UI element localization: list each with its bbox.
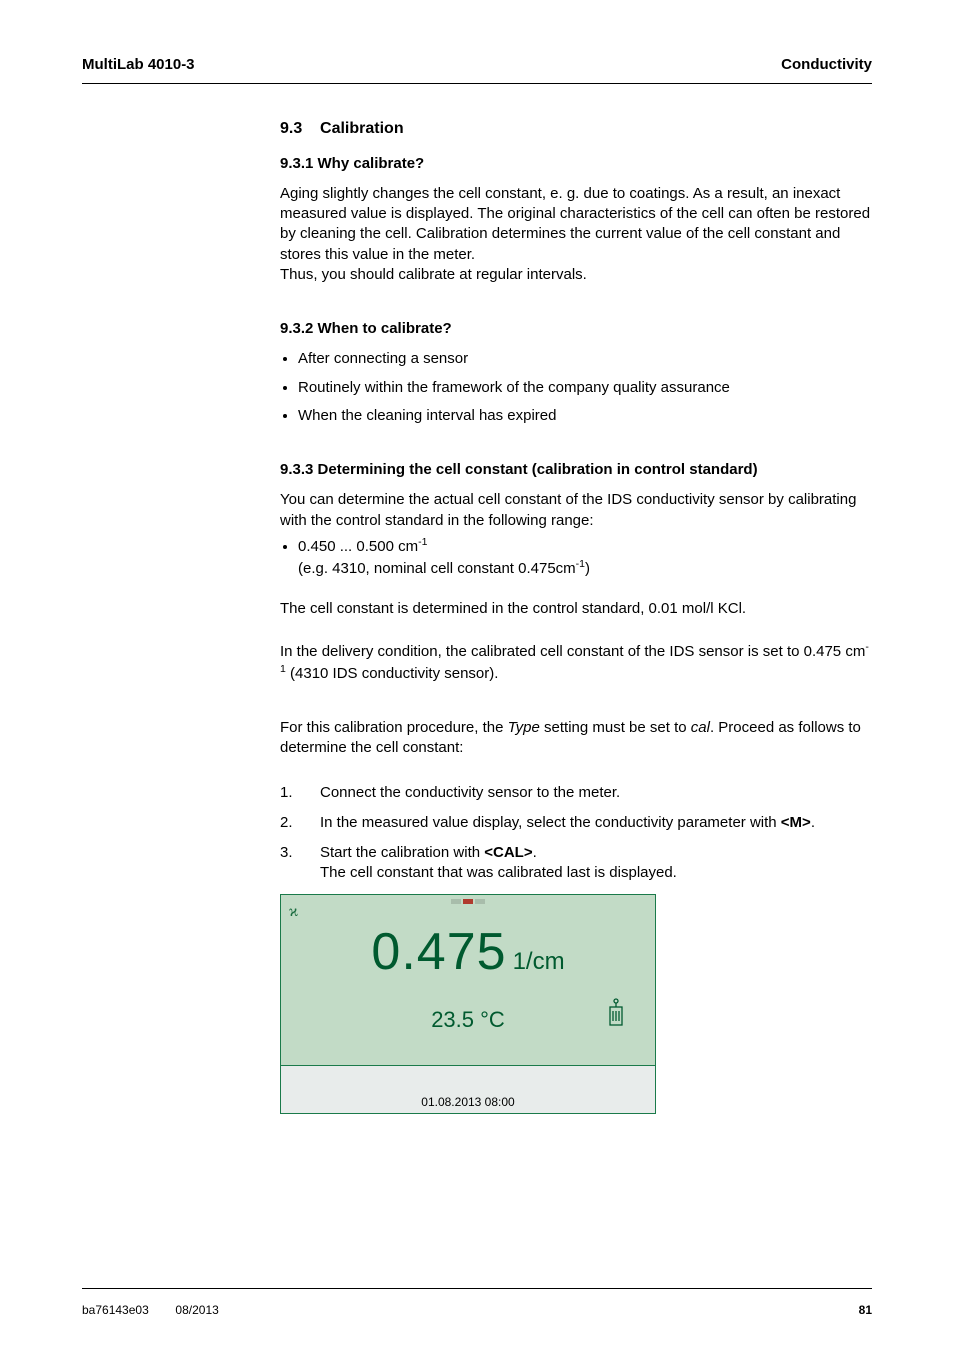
step-3: 3. Start the calibration with <CAL>. The… <box>280 843 872 884</box>
step-1: 1. Connect the conductivity sensor to th… <box>280 783 872 803</box>
p-type-cal: For this calibration procedure, the Type… <box>280 718 872 759</box>
subsection-933-heading: 9.3.3 Determining the cell constant (cal… <box>280 460 872 480</box>
page-footer: ba76143e03 08/2013 81 <box>82 1303 872 1317</box>
header-left: MultiLab 4010-3 <box>82 56 195 73</box>
list-item: After connecting a sensor <box>298 349 872 369</box>
txt: In the delivery condition, the calibrate… <box>280 643 865 660</box>
p-delivery: In the delivery condition, the calibrate… <box>280 640 872 685</box>
subsection-931-heading: 9.3.1 Why calibrate? <box>280 154 872 174</box>
txt: . <box>533 844 537 861</box>
key-cal: <CAL> <box>484 844 532 861</box>
device-display: ϰ 0.475 1/cm 23.5 °C <box>280 894 656 1114</box>
step-number: 3. <box>280 843 320 884</box>
device-status-bar: 01.08.2013 08:00 <box>280 1066 656 1114</box>
subsection-932-heading: 9.3.2 When to calibrate? <box>280 319 872 339</box>
when-calibrate-list: After connecting a sensor Routinely with… <box>280 349 872 426</box>
italic-type: Type <box>508 719 540 736</box>
txt: . <box>811 814 815 831</box>
device-timestamp: 01.08.2013 08:00 <box>421 1095 514 1109</box>
temperature-value: 23.5 °C <box>431 1007 505 1032</box>
step-text: Connect the conductivity sensor to the m… <box>320 783 620 803</box>
signal-indicator-icon <box>451 899 485 904</box>
section-title: Calibration <box>320 120 404 137</box>
range-list: 0.450 ... 0.500 cm-1 (e.g. 4310, nominal… <box>280 535 872 580</box>
section-number: 9.3 <box>280 120 302 137</box>
device-screen: ϰ 0.475 1/cm 23.5 °C <box>280 894 656 1066</box>
kappa-symbol: ϰ <box>289 901 298 923</box>
procedure-steps: 1. Connect the conductivity sensor to th… <box>280 783 872 884</box>
txt: (4310 IDS conductivity sensor). <box>286 665 499 682</box>
italic-cal: cal <box>691 719 710 736</box>
cell-constant-value: 0.475 1/cm <box>291 917 645 987</box>
section-heading: 9.3 Calibration <box>280 118 872 140</box>
range-value: 0.450 ... 0.500 cm <box>298 538 418 555</box>
doc-id: ba76143e03 <box>82 1303 149 1317</box>
list-item: When the cleaning interval has expired <box>298 406 872 426</box>
step-text: In the measured value display, select th… <box>320 813 815 833</box>
sup: -1 <box>418 536 427 548</box>
step-number: 2. <box>280 813 320 833</box>
value-number: 0.475 <box>371 923 506 981</box>
content-body: 9.3 Calibration 9.3.1 Why calibrate? Agi… <box>280 118 872 1114</box>
header-rule <box>82 83 872 84</box>
doc-date: 08/2013 <box>175 1303 218 1317</box>
txt: For this calibration procedure, the <box>280 719 508 736</box>
txt: Start the calibration with <box>320 844 484 861</box>
sensor-icon <box>605 997 627 1037</box>
temperature-row: 23.5 °C <box>291 1005 645 1035</box>
footer-rule <box>82 1288 872 1289</box>
range-item: 0.450 ... 0.500 cm-1 (e.g. 4310, nominal… <box>298 535 872 580</box>
key-m: <M> <box>781 814 811 831</box>
p-control-standard: The cell constant is determined in the c… <box>280 599 872 619</box>
header-right: Conductivity <box>781 56 872 73</box>
value-unit: 1/cm <box>513 948 565 975</box>
step-2: 2. In the measured value display, select… <box>280 813 872 833</box>
footer-left: ba76143e03 08/2013 <box>82 1303 219 1317</box>
txt: The cell constant that was calibrated la… <box>320 864 677 881</box>
step-text: Start the calibration with <CAL>. The ce… <box>320 843 677 884</box>
range-example-a: (e.g. 4310, nominal cell constant 0.475c… <box>298 560 576 577</box>
step-number: 1. <box>280 783 320 803</box>
list-item: Routinely within the framework of the co… <box>298 378 872 398</box>
range-example-b: ) <box>585 560 590 577</box>
subsection-931-text: Aging slightly changes the cell constant… <box>280 184 872 285</box>
sup: -1 <box>576 558 585 570</box>
txt: In the measured value display, select th… <box>320 814 781 831</box>
p-intro: You can determine the actual cell consta… <box>280 490 872 531</box>
txt: setting must be set to <box>540 719 691 736</box>
page-header: MultiLab 4010-3 Conductivity <box>82 56 872 83</box>
page-number: 81 <box>859 1303 872 1317</box>
